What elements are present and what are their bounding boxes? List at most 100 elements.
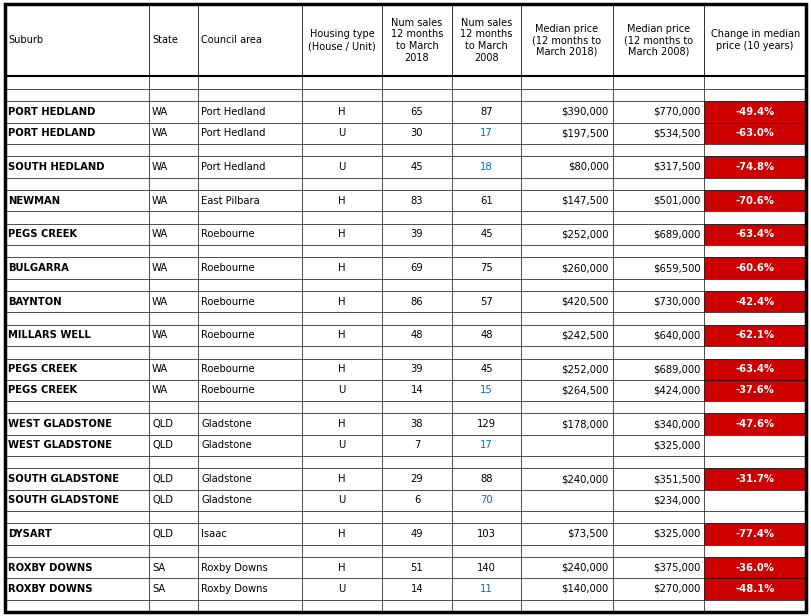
Bar [149, 413, 198, 435]
Bar [704, 190, 806, 211]
Text: Roxby Downs: Roxby Downs [201, 562, 268, 573]
Text: PEGS CREEK: PEGS CREEK [8, 229, 77, 240]
Text: 48: 48 [410, 330, 423, 341]
Bar [198, 123, 302, 144]
Bar [521, 4, 613, 76]
Bar [704, 123, 806, 144]
Bar [198, 89, 302, 102]
Bar [302, 123, 382, 144]
Bar [382, 278, 452, 291]
Bar [198, 177, 302, 190]
Text: 30: 30 [410, 128, 423, 138]
Bar [198, 545, 302, 557]
Text: SA: SA [152, 562, 165, 573]
Bar [452, 401, 521, 413]
Bar [302, 4, 382, 76]
Text: 18: 18 [480, 162, 493, 172]
Bar [198, 578, 302, 599]
Bar [613, 123, 704, 144]
Bar [382, 257, 452, 278]
Bar [704, 76, 806, 89]
Text: QLD: QLD [152, 419, 173, 429]
Bar [521, 245, 613, 257]
Bar [5, 456, 149, 468]
Bar [198, 190, 302, 211]
Bar [452, 545, 521, 557]
Text: WA: WA [152, 263, 169, 273]
Bar [302, 190, 382, 211]
Bar [452, 456, 521, 468]
Bar [613, 456, 704, 468]
Bar [302, 599, 382, 612]
Bar [5, 413, 149, 435]
Text: 7: 7 [414, 440, 420, 450]
Bar [452, 102, 521, 123]
Text: -42.4%: -42.4% [736, 297, 775, 307]
Text: Roebourne: Roebourne [201, 364, 255, 374]
Text: PORT HEDLAND: PORT HEDLAND [8, 107, 96, 117]
Bar [521, 557, 613, 578]
Bar [382, 413, 452, 435]
Text: H: H [338, 107, 345, 117]
Bar [5, 557, 149, 578]
Bar [704, 511, 806, 524]
Bar [704, 578, 806, 599]
Text: 45: 45 [480, 229, 493, 240]
Bar [452, 211, 521, 224]
Text: -62.1%: -62.1% [736, 330, 775, 341]
Text: 140: 140 [477, 562, 496, 573]
Bar [704, 177, 806, 190]
Text: $689,000: $689,000 [653, 364, 700, 374]
Bar [382, 102, 452, 123]
Bar [5, 291, 149, 312]
Bar [149, 545, 198, 557]
Bar [704, 456, 806, 468]
Bar [382, 312, 452, 325]
Text: U: U [338, 440, 345, 450]
Text: Port Hedland: Port Hedland [201, 128, 266, 138]
Text: -63.4%: -63.4% [736, 364, 775, 374]
Bar [382, 599, 452, 612]
Bar [198, 224, 302, 245]
Text: QLD: QLD [152, 474, 173, 484]
Bar [149, 312, 198, 325]
Text: $260,000: $260,000 [561, 263, 609, 273]
Bar [521, 257, 613, 278]
Bar [613, 524, 704, 545]
Bar [5, 359, 149, 380]
Bar [704, 468, 806, 490]
Text: $240,000: $240,000 [561, 474, 609, 484]
Bar [521, 524, 613, 545]
Text: Gladstone: Gladstone [201, 495, 252, 505]
Text: 87: 87 [480, 107, 493, 117]
Text: WA: WA [152, 386, 169, 395]
Bar [302, 578, 382, 599]
Bar [302, 211, 382, 224]
Text: DYSART: DYSART [8, 529, 52, 539]
Bar [198, 325, 302, 346]
Text: U: U [338, 128, 345, 138]
Bar [704, 257, 806, 278]
Bar [302, 102, 382, 123]
Bar [5, 102, 149, 123]
Bar [452, 156, 521, 177]
Text: ROXBY DOWNS: ROXBY DOWNS [8, 562, 92, 573]
Bar [452, 346, 521, 359]
Bar [198, 257, 302, 278]
Text: Median price
(12 months to
March 2008): Median price (12 months to March 2008) [624, 23, 693, 57]
Text: 11: 11 [480, 584, 493, 594]
Text: Change in median
price (10 years): Change in median price (10 years) [710, 30, 800, 51]
Bar [521, 211, 613, 224]
Bar [704, 325, 806, 346]
Bar [613, 413, 704, 435]
Bar [198, 4, 302, 76]
Bar [198, 359, 302, 380]
Bar [5, 257, 149, 278]
Text: -31.7%: -31.7% [736, 474, 775, 484]
Bar [198, 278, 302, 291]
Bar [382, 359, 452, 380]
Text: SOUTH GLADSTONE: SOUTH GLADSTONE [8, 495, 119, 505]
Bar [382, 4, 452, 76]
Bar [704, 599, 806, 612]
Bar [704, 413, 806, 435]
